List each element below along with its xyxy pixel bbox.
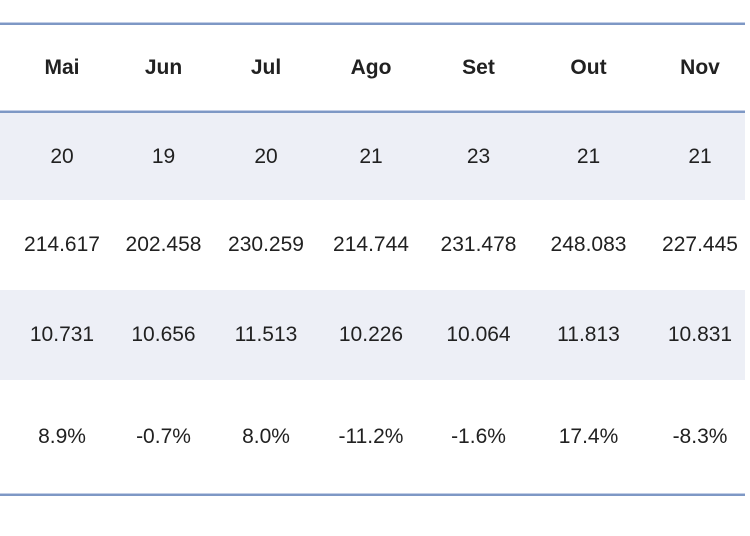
table-header-border [0,110,745,113]
table-cell: -11.2% [338,424,404,448]
header-cell-set: Set [462,55,495,79]
table-cell: 10.656 [131,323,196,346]
table-cell: 21 [359,144,383,168]
table-row-4: 8.9% -0.7% 8.0% -11.2% -1.6% 17.4% -8.3% [0,380,745,493]
table-cell: 10.731 [29,323,95,346]
table-cell: 21 [576,144,601,168]
header-cell-jul: Jul [250,55,282,79]
table-header-row: Mai Jun Jul Ago Set Out Nov [0,25,745,110]
table-cell: 8.0% [242,424,290,448]
table-cell: 23 [466,144,491,168]
header-cell-nov: Nov [680,55,720,79]
table-cell: 21 [688,144,712,168]
table-cell: 20 [50,144,74,168]
header-cell-out: Out [570,55,607,79]
table-cell: 230.259 [228,233,304,256]
table-cell: 227.445 [662,233,738,256]
table-cell: 20 [254,144,278,168]
table-row-2: 214.617 202.458 230.259 214.744 231.478 … [0,200,745,290]
header-cell-jun: Jun [144,55,183,79]
table-cell: 19 [151,144,176,168]
table-cell: 11.513 [234,323,298,346]
table-top-border [0,22,745,25]
table-cell: -8.3% [672,424,728,448]
table-row-1: 20 19 20 21 23 21 21 [0,113,745,200]
header-cell-mai: Mai [44,55,80,79]
table-cell: -1.6% [451,424,506,448]
table-cell: 10.226 [338,323,404,346]
table-cell: 10.831 [667,323,733,346]
header-cell-ago: Ago [350,55,392,79]
bottom-margin [0,496,750,536]
table-cell: 214.617 [24,233,100,256]
table-cell: 17.4% [558,424,619,448]
table-cell: 10.064 [446,323,511,346]
table-cell: 231.478 [440,233,517,256]
top-margin [0,0,750,22]
table-cell: 8.9% [38,424,86,448]
table-cell: 248.083 [550,233,627,256]
table-cell: 214.744 [333,233,409,256]
table-row-3: 10.731 10.656 11.513 10.226 10.064 11.81… [0,290,745,380]
table-cell: 202.458 [125,233,202,256]
table-cell: -0.7% [136,424,191,448]
table-bottom-border [0,493,745,496]
table-cell: 11.813 [557,323,620,346]
